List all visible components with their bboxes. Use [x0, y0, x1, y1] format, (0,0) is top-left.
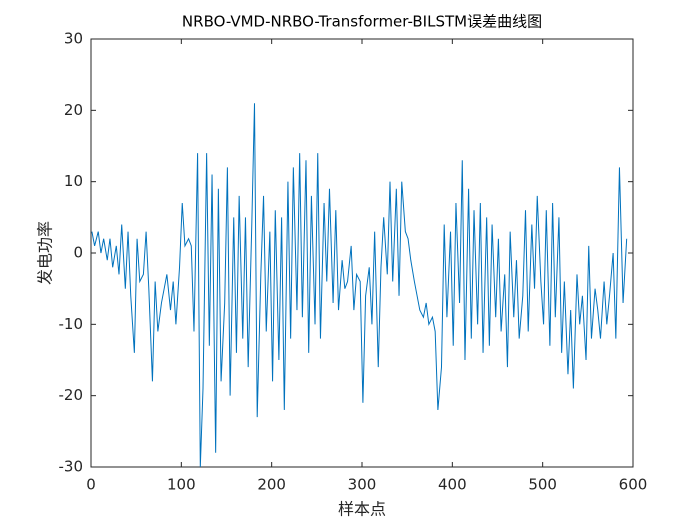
y-axis-label: 发电功率	[36, 221, 55, 285]
x-tick-label: 400	[438, 476, 467, 494]
x-tick-label: 600	[619, 476, 648, 494]
x-tick-label: 0	[86, 476, 96, 494]
x-tick-label: 100	[167, 476, 196, 494]
y-tick-label: -10	[59, 315, 84, 333]
x-tick-label: 500	[528, 476, 557, 494]
y-tick-label: 20	[64, 101, 83, 119]
y-tick-label: -20	[59, 386, 84, 404]
y-tick-label: 30	[64, 30, 83, 48]
y-tick-label: -30	[59, 458, 84, 476]
x-tick-label: 300	[348, 476, 377, 494]
x-tick-label: 200	[257, 476, 286, 494]
y-tick-label: 10	[64, 172, 83, 190]
chart-title: NRBO-VMD-NRBO-Transformer-BILSTM误差曲线图	[182, 13, 542, 31]
y-tick-label: 0	[73, 244, 83, 262]
x-axis-label: 样本点	[338, 500, 386, 519]
error-line	[91, 103, 628, 468]
